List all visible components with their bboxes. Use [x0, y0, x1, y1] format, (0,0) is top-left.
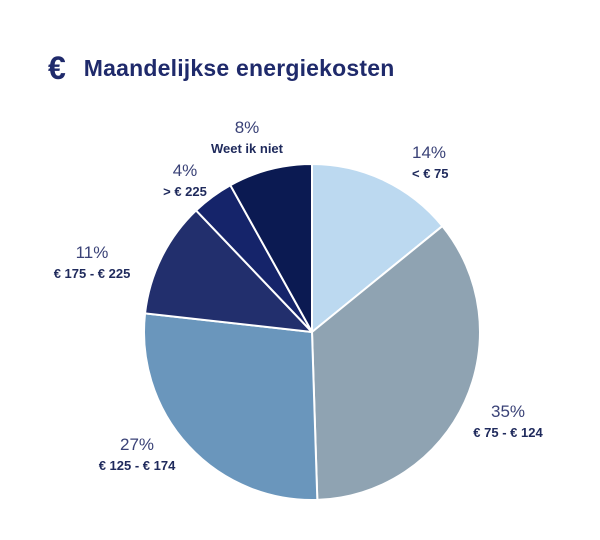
slice-value-label: 4% [173, 161, 198, 180]
pie-slice-125-174 [143, 312, 319, 501]
slice-value-label: 35% [491, 402, 525, 421]
slice-category-label: € 75 - € 124 [473, 425, 543, 440]
euro-icon: € [48, 50, 66, 86]
pie-labels: 14% < € 75 35% € 75 - € 124 27% € 125 - € 174… [54, 118, 544, 473]
slice-category-label: Weet ik niet [211, 141, 284, 156]
chart-title: Maandelijkse energiekosten [83, 54, 395, 81]
pie-slice-175-225 [144, 209, 313, 333]
pie-slice-weet-ik-niet [229, 163, 313, 333]
slice-category-label: € 125 - € 174 [99, 458, 176, 473]
pie-slice-75 [311, 163, 444, 333]
slice-value-label: 27% [120, 435, 154, 454]
slice-category-label: > € 225 [163, 184, 207, 199]
chart-header: € Maandelijkse energiekosten [48, 48, 395, 88]
pie-slice-75-124 [311, 225, 481, 501]
slice-category-label: < € 75 [412, 166, 449, 181]
slice-value-label: 14% [412, 143, 446, 162]
slice-category-label: € 175 - € 225 [54, 266, 131, 281]
slice-value-label: 8% [235, 118, 260, 137]
pie-slices [143, 163, 481, 501]
slice-value-label: 11% [76, 243, 109, 262]
